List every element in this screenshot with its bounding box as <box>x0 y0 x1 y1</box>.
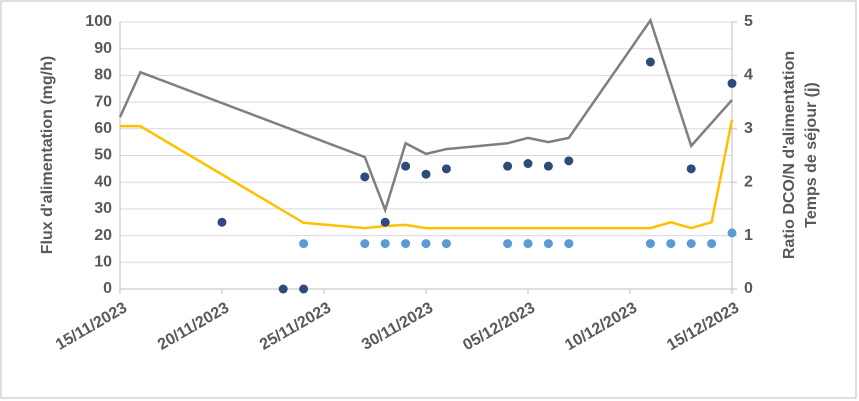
scatter-point <box>380 217 390 227</box>
y-tick-label: 70 <box>94 93 112 110</box>
y-tick-label: 30 <box>94 200 112 217</box>
y-axis-title: Flux d'alimentation (mg/h) <box>39 56 56 254</box>
scatter-point <box>421 239 431 249</box>
scatter-point <box>727 228 737 238</box>
scatter-point <box>666 239 676 249</box>
y2-axis-title: Temps de séjour (j) <box>803 82 820 228</box>
scatter-point <box>543 161 553 171</box>
scatter-point <box>360 239 370 249</box>
y-tick-label: 20 <box>94 227 112 244</box>
scatter-point <box>360 172 370 182</box>
scatter-point <box>645 57 655 67</box>
y-tick-label: 100 <box>85 13 112 30</box>
scatter-point <box>564 156 574 166</box>
scatter-point <box>727 78 737 88</box>
y2-tick-label: 1 <box>744 227 753 244</box>
scatter-point <box>523 159 533 169</box>
y-tick-label: 10 <box>94 254 112 271</box>
y2-tick-label: 3 <box>744 120 753 137</box>
y2-tick-label: 2 <box>744 173 753 190</box>
scatter-point <box>299 284 309 294</box>
y-tick-label: 0 <box>103 280 112 297</box>
line-series <box>118 17 733 214</box>
y-tick-label: 90 <box>94 40 112 57</box>
y2-axis-title: Ratio DCO/N d'alimentation <box>781 51 798 259</box>
scatter-point <box>441 164 451 174</box>
scatter-point <box>380 239 390 249</box>
scatter-point <box>421 169 431 179</box>
scatter-point <box>543 239 553 249</box>
y-tick-label: 80 <box>94 67 112 84</box>
line-series <box>120 119 734 230</box>
y-tick-label: 60 <box>94 120 112 137</box>
scatter-point <box>278 284 288 294</box>
scatter-point <box>401 239 411 249</box>
scatter-point <box>686 239 696 249</box>
y2-tick-label: 4 <box>744 67 753 84</box>
y-tick-label: 50 <box>94 147 112 164</box>
scatter-point <box>686 164 696 174</box>
scatter-point <box>645 239 655 249</box>
scatter-point <box>503 161 513 171</box>
y2-tick-label: 0 <box>744 280 753 297</box>
y-tick-label: 40 <box>94 173 112 190</box>
scatter-point <box>401 161 411 171</box>
scatter-point <box>564 239 574 249</box>
scatter-point <box>217 217 227 227</box>
scatter-point <box>707 239 717 249</box>
scatter-point <box>523 239 533 249</box>
y2-tick-label: 5 <box>744 13 753 30</box>
scatter-point <box>441 239 451 249</box>
scatter-point <box>299 239 309 249</box>
scatter-point <box>503 239 513 249</box>
